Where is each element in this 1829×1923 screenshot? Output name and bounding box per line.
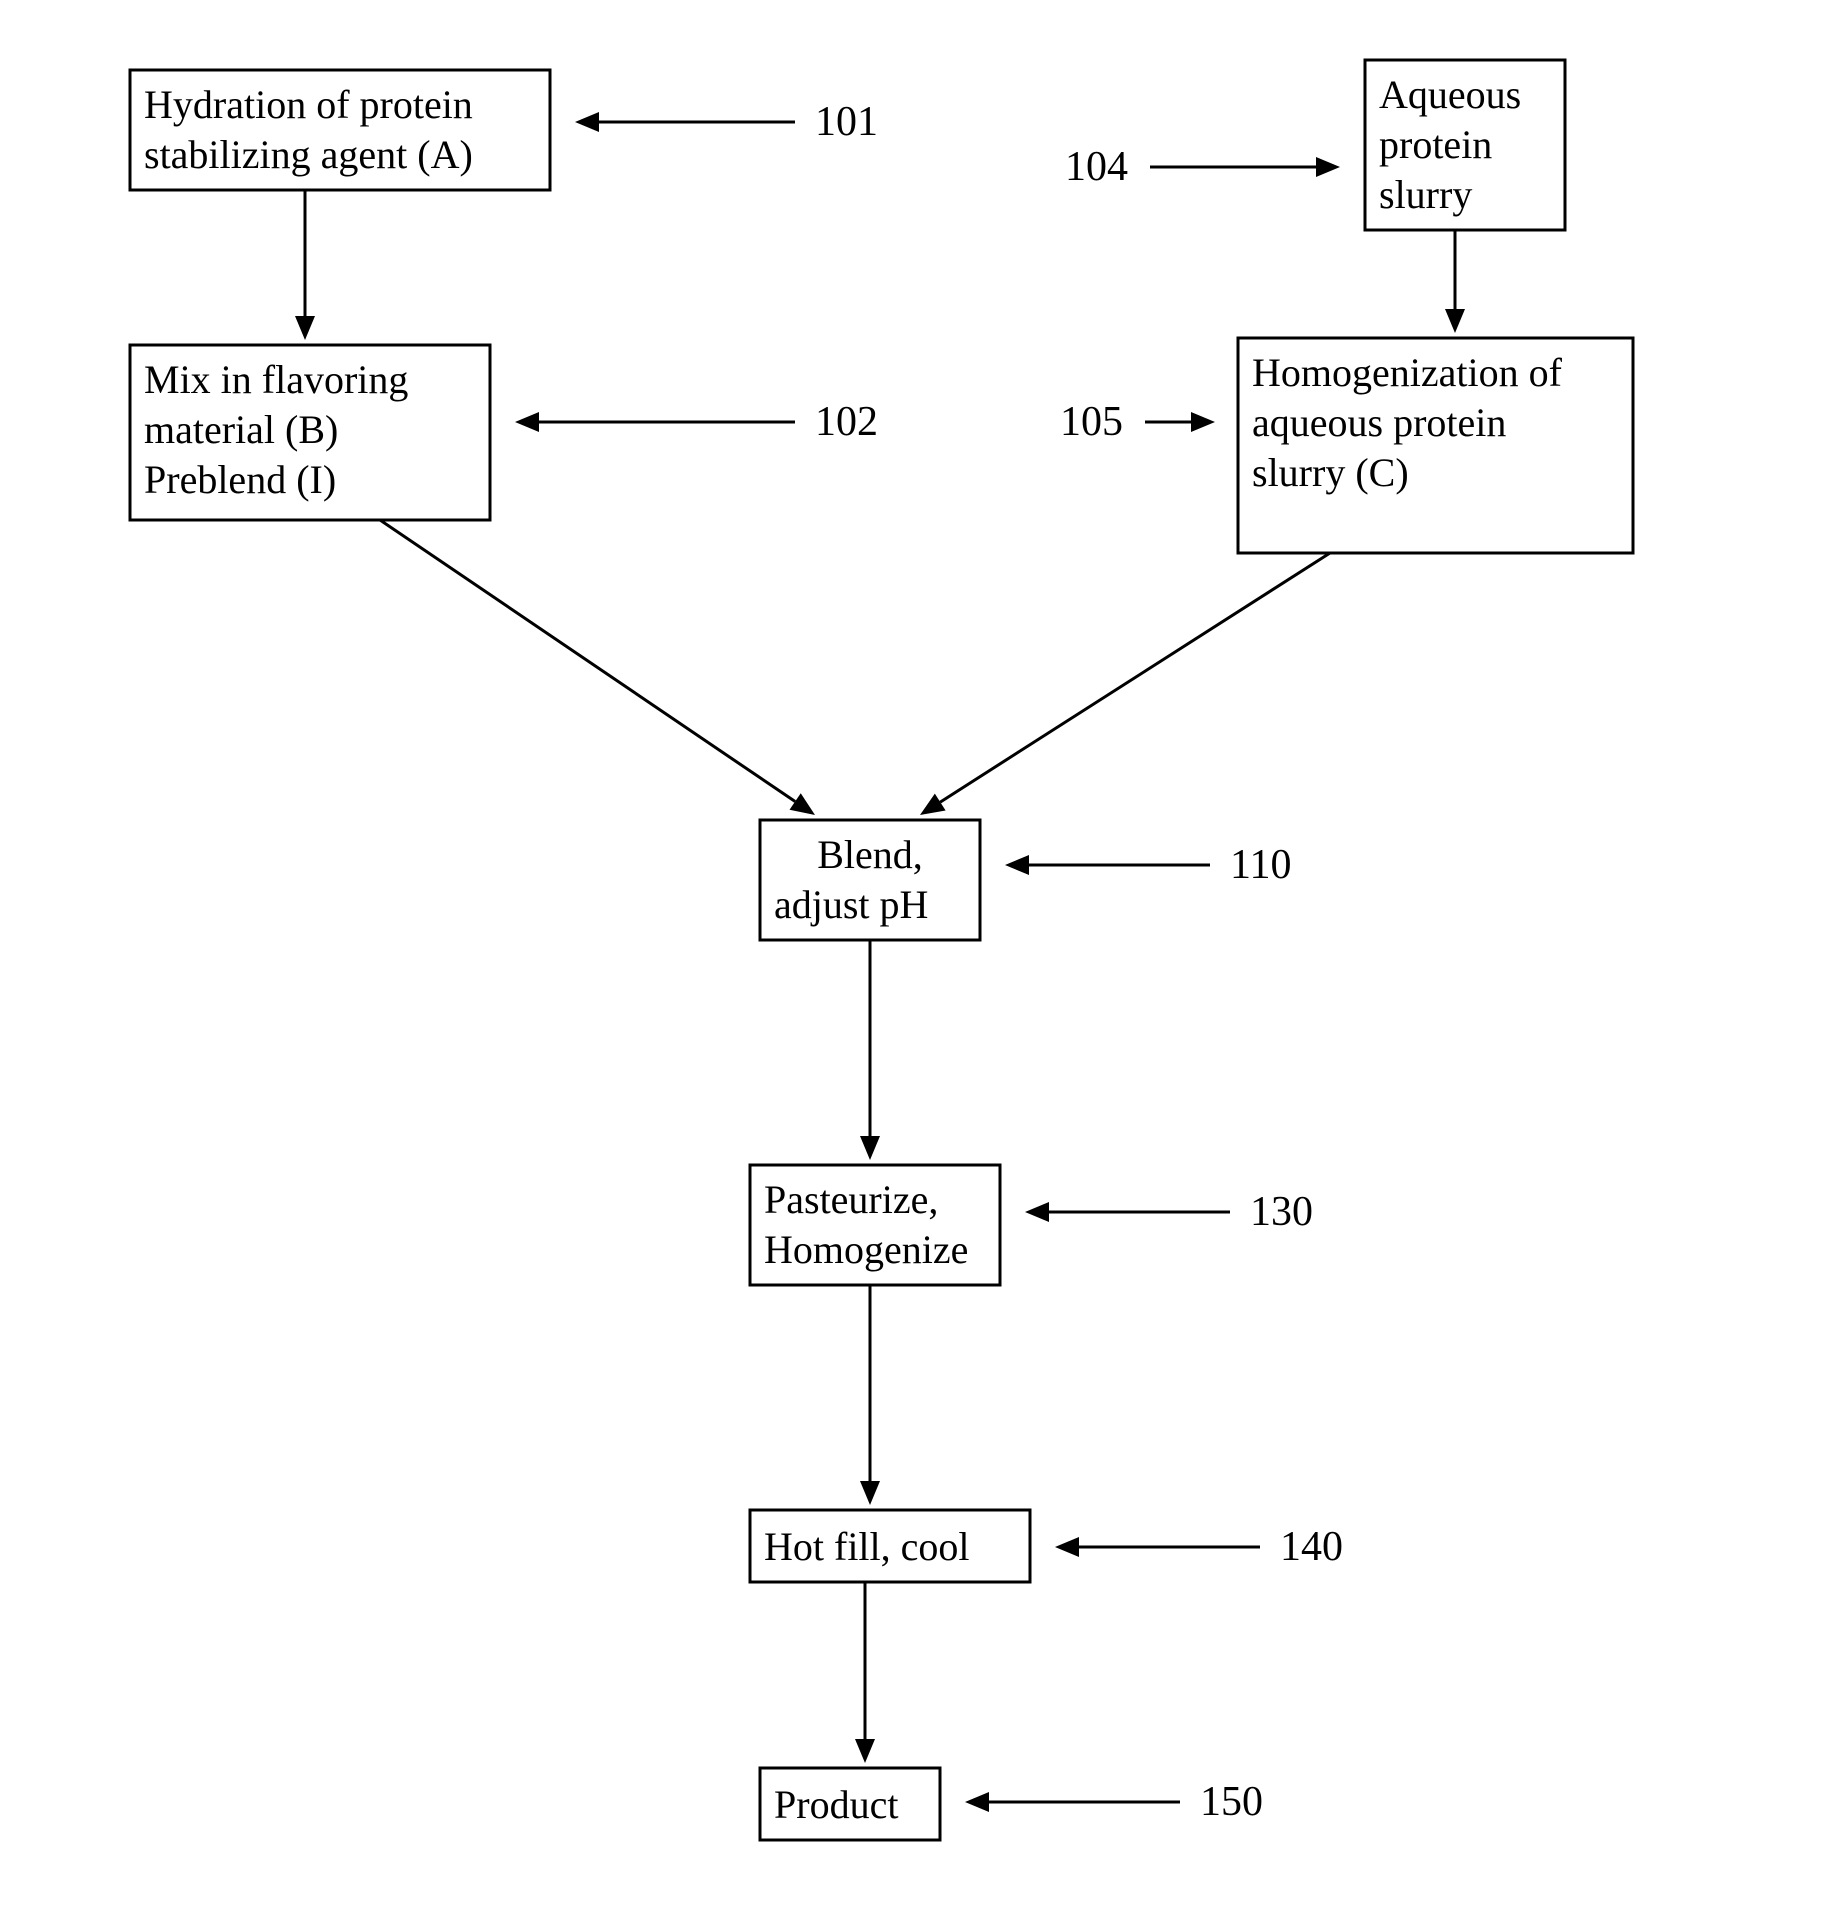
- node-n105-line-2: slurry (C): [1252, 450, 1409, 495]
- label-arrow-l104-head: [1316, 157, 1340, 177]
- ref-label-l105: 105: [1060, 399, 1123, 445]
- label-arrow-l150-head: [965, 1792, 989, 1812]
- label-arrow-l102-head: [515, 412, 539, 432]
- node-n101-line-1: stabilizing agent (A): [144, 132, 473, 177]
- flow-arrow-5-head: [860, 1481, 880, 1505]
- node-n105-line-1: aqueous protein: [1252, 400, 1506, 445]
- ref-label-l140: 140: [1280, 1524, 1343, 1570]
- label-arrow-l105-head: [1191, 412, 1215, 432]
- node-n150: Product: [760, 1768, 940, 1840]
- node-n110-line-0: Blend,: [817, 832, 923, 877]
- label-arrow-l101-head: [575, 112, 599, 132]
- label-arrow-l140-head: [1055, 1537, 1079, 1557]
- node-n140: Hot fill, cool: [750, 1510, 1030, 1582]
- label-arrow-l110-head: [1005, 855, 1029, 875]
- node-n102: Mix in flavoring material (B) Preblend (I): [130, 345, 490, 520]
- node-n101: Hydration of protein stabilizing agent (A…: [130, 70, 550, 190]
- flow-arrow-4-head: [860, 1136, 880, 1160]
- node-n102-line-2: Preblend (I): [144, 457, 336, 502]
- node-n130-line-1: Homogenize: [764, 1227, 968, 1272]
- flow-arrow-2: [380, 520, 795, 802]
- node-n104-line-2: slurry: [1379, 172, 1472, 217]
- flow-arrow-1-head: [1445, 309, 1465, 333]
- node-n102-line-0: Mix in flavoring: [144, 357, 408, 402]
- node-n105-line-0: Homogenization of: [1252, 350, 1563, 395]
- flow-arrow-3-head: [920, 794, 946, 815]
- node-n104-line-0: Aqueous: [1379, 72, 1521, 117]
- ref-label-l101: 101: [815, 99, 878, 145]
- node-n104: Aqueous protein slurry: [1365, 60, 1565, 230]
- flow-arrow-0-head: [295, 316, 315, 340]
- node-n101-line-0: Hydration of protein: [144, 82, 473, 127]
- node-n150-line-0: Product: [774, 1782, 898, 1827]
- label-arrow-l130-head: [1025, 1202, 1049, 1222]
- node-n110-line-1: adjust pH: [774, 882, 928, 927]
- flow-arrow-3: [940, 553, 1330, 802]
- node-n140-line-0: Hot fill, cool: [764, 1524, 970, 1569]
- node-n110: Blend, adjust pH: [760, 820, 980, 940]
- ref-label-l102: 102: [815, 399, 878, 445]
- node-n130-line-0: Pasteurize,: [764, 1177, 938, 1222]
- ref-label-l110: 110: [1230, 842, 1291, 888]
- node-n130: Pasteurize, Homogenize: [750, 1165, 1000, 1285]
- node-n102-line-1: material (B): [144, 407, 338, 452]
- node-n105: Homogenization of aqueous protein slurry (…: [1238, 338, 1633, 553]
- flow-arrow-6-head: [855, 1739, 875, 1763]
- node-n104-line-1: protein: [1379, 122, 1492, 167]
- flow-arrow-2-head: [790, 793, 815, 815]
- ref-label-l130: 130: [1250, 1189, 1313, 1235]
- ref-label-l104: 104: [1065, 144, 1128, 190]
- ref-label-l150: 150: [1200, 1779, 1263, 1825]
